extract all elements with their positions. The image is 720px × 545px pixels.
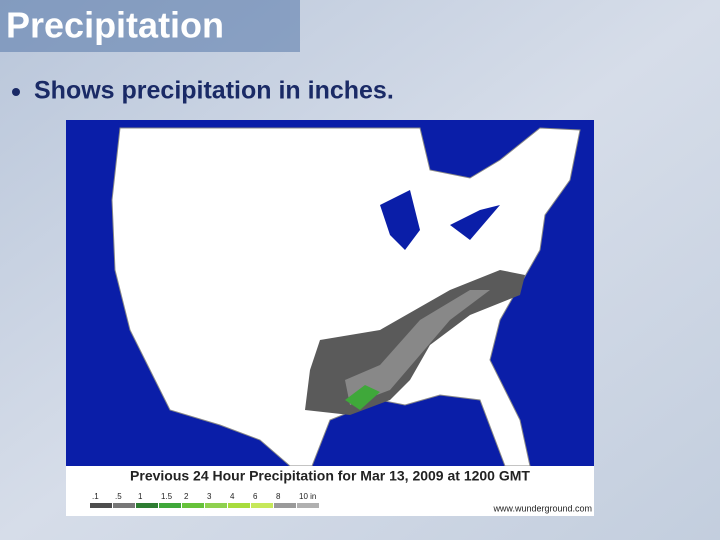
legend-swatch (182, 503, 204, 508)
legend-swatch (159, 503, 181, 508)
legend-label: 1.5 (161, 492, 173, 501)
legend-label: 1 (138, 492, 143, 501)
legend-label: 2 (184, 492, 189, 501)
precip-area (345, 290, 490, 405)
legend-label: .1 (92, 492, 99, 501)
legend: .1 .5 1 1.5 2 3 4 6 8 10 in (90, 492, 319, 508)
bullet-dot (12, 88, 20, 96)
title-band (0, 0, 300, 52)
legend-label: 6 (253, 492, 258, 501)
great-lakes (450, 205, 500, 240)
legend-swatch (297, 503, 319, 508)
legend-swatch (90, 503, 112, 508)
legend-label: .5 (115, 492, 122, 501)
legend-label: 3 (207, 492, 212, 501)
map-credit: www.wunderground.com (492, 503, 592, 513)
map: Previous 24 Hour Precipitation for Mar 1… (66, 120, 594, 516)
slide-title: Precipitation (6, 5, 224, 46)
legend-label: 10 in (299, 492, 316, 501)
legend-swatch (228, 503, 250, 508)
map-caption: Previous 24 Hour Precipitation for Mar 1… (130, 468, 530, 484)
legend-swatch (251, 503, 273, 508)
great-lakes (380, 190, 420, 250)
legend-label: 8 (276, 492, 281, 501)
precip-area (345, 385, 380, 410)
legend-swatch (274, 503, 296, 508)
legend-swatch (205, 503, 227, 508)
bullet-text: Shows precipitation in inches. (34, 77, 394, 105)
legend-swatch (136, 503, 158, 508)
legend-swatch (113, 503, 135, 508)
legend-label: 4 (230, 492, 235, 501)
